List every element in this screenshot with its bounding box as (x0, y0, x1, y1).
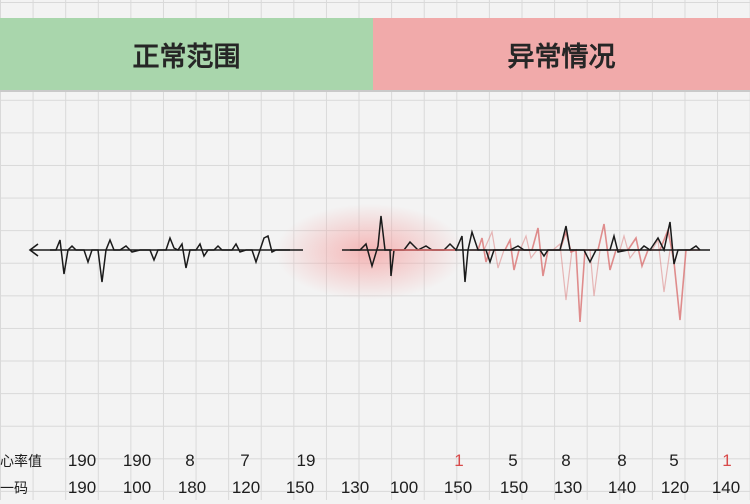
row-label: 心率值 (0, 454, 42, 470)
row-value: 8 (185, 451, 195, 470)
abnormal-case-header: 异常情况 (373, 18, 750, 90)
row-value: 130 (340, 478, 370, 497)
heart-rate-row: 心率值 190 190 8 7 19 1 5 8 8 5 1 (0, 451, 750, 477)
header-divider (0, 90, 750, 92)
row-value: 190 (67, 451, 97, 470)
row-value: 1 (722, 451, 732, 470)
row-value: 140 (607, 478, 637, 497)
row-value: 150 (285, 478, 315, 497)
row-value: 19 (296, 451, 316, 470)
transition-glow (275, 204, 465, 300)
row-value: 190 (122, 451, 152, 470)
second-value-row: 一码 190 100 180 120 150 130 100 150 150 1… (0, 478, 750, 504)
normal-range-header: 正常范围 (0, 18, 373, 90)
row-value: 5 (669, 451, 679, 470)
normal-ecg-trace (50, 234, 290, 283)
row-value: 120 (231, 478, 261, 497)
row-value: 140 (711, 478, 741, 497)
row-value: 8 (617, 451, 627, 470)
row-value: 180 (177, 478, 207, 497)
abnormal-overlay-trace (470, 223, 700, 323)
row-value: 150 (443, 478, 473, 497)
row-value: 5 (508, 451, 518, 470)
row-label: 一码 (0, 481, 28, 497)
row-value: 120 (660, 478, 690, 497)
abnormal-ecg-trace (350, 215, 701, 283)
row-value: 1 (454, 451, 464, 470)
row-value: 7 (240, 451, 250, 470)
row-value: 150 (499, 478, 529, 497)
row-value: 190 (67, 478, 97, 497)
left-arrow-icon (28, 243, 39, 257)
row-value: 8 (561, 451, 571, 470)
row-value: 100 (122, 478, 152, 497)
row-value: 100 (389, 478, 419, 497)
row-value: 130 (553, 478, 583, 497)
